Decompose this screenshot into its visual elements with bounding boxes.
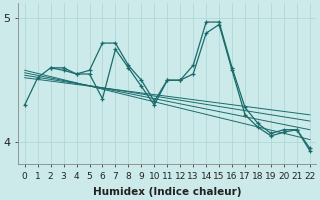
X-axis label: Humidex (Indice chaleur): Humidex (Indice chaleur) (93, 187, 242, 197)
